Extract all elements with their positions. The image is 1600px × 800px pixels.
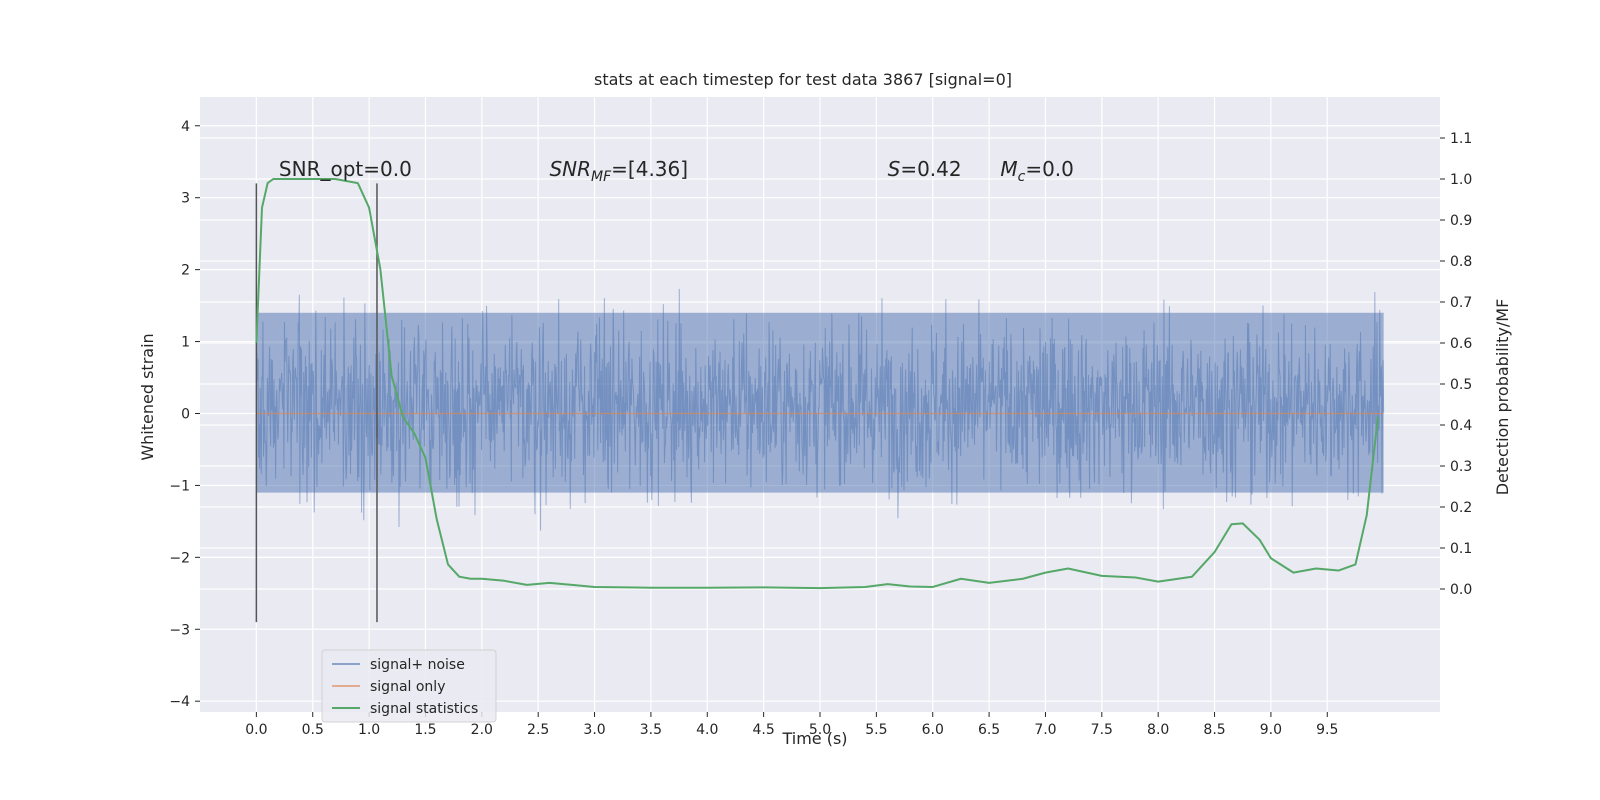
x-tick-label: 9.0 (1260, 722, 1282, 738)
x-tick-label: 1.0 (358, 722, 380, 738)
y-tick-label: −3 (169, 622, 190, 638)
chart-title: stats at each timestep for test data 386… (594, 70, 1012, 89)
x-tick-label: 8.5 (1203, 722, 1225, 738)
legend-entry: signal only (370, 679, 445, 695)
y-right-tick-label: 0.7 (1450, 295, 1472, 311)
y-tick-label: −1 (169, 478, 190, 494)
series-signal-statistics (255, 178, 1379, 590)
annotation: S=0.42 (888, 157, 962, 181)
x-tick-label: 3.0 (583, 722, 605, 738)
y-right-tick-label: 0.5 (1450, 377, 1472, 393)
y-axis-label: Whitened strain (138, 333, 157, 460)
y-right-tick-label: 0.8 (1450, 254, 1472, 270)
y-right-tick-label: 0.3 (1450, 459, 1472, 475)
x-tick-label: 5.0 (809, 722, 831, 738)
x-tick-label: 3.5 (640, 722, 662, 738)
x-tick-label: 2.5 (527, 722, 549, 738)
x-tick-label: 0.0 (245, 722, 267, 738)
legend-entry: signal statistics (370, 701, 478, 717)
y-tick-label: 1 (181, 335, 190, 351)
y-right-tick-label: 0.1 (1450, 541, 1472, 557)
x-tick-label: 9.5 (1316, 722, 1338, 738)
series-signal-noise (255, 288, 1385, 531)
y-tick-label: 2 (181, 263, 190, 279)
x-tick-label: 6.0 (922, 722, 944, 738)
y-right-tick-label: 0.9 (1450, 213, 1472, 229)
y-tick-label: 3 (181, 191, 190, 207)
y-right-tick-label: 1.1 (1450, 131, 1472, 147)
y-right-tick-label: 0.6 (1450, 336, 1472, 352)
y-right-tick-label: 0.4 (1450, 418, 1472, 434)
legend-entry: signal+ noise (370, 657, 465, 673)
x-tick-label: 0.5 (302, 722, 324, 738)
y-tick-label: 4 (181, 119, 190, 135)
x-tick-label: 1.5 (414, 722, 436, 738)
y-right-tick-label: 0.0 (1450, 582, 1472, 598)
annotation: SNR_opt=0.0 (279, 157, 412, 181)
x-tick-label: 4.0 (696, 722, 718, 738)
x-axis-label: Time (s) (781, 729, 847, 748)
y-axis-right-label: Detection probability/MF (1493, 299, 1512, 496)
x-tick-label: 4.5 (753, 722, 775, 738)
y-tick-label: 0 (181, 406, 190, 422)
legend (321, 649, 497, 723)
y-tick-label: −4 (169, 694, 190, 710)
x-tick-label: 8.0 (1147, 722, 1169, 738)
x-tick-label: 2.0 (471, 722, 493, 738)
y-tick-label: −2 (169, 550, 190, 566)
annotation: Mc=0.0 (1000, 157, 1074, 185)
x-tick-label: 5.5 (865, 722, 887, 738)
y-right-tick-label: 0.2 (1450, 500, 1472, 516)
y-right-tick-label: 1.0 (1450, 172, 1472, 188)
x-tick-label: 6.5 (978, 722, 1000, 738)
annotation: SNRMF=[4.36] (549, 157, 688, 185)
x-tick-label: 7.5 (1091, 722, 1113, 738)
x-tick-label: 7.0 (1034, 722, 1056, 738)
